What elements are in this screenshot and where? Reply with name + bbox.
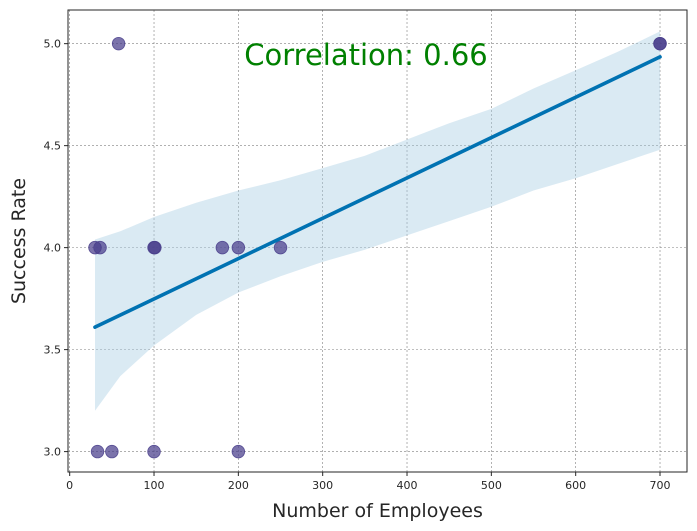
correlation-annotation: Correlation: 0.66 bbox=[244, 38, 487, 72]
data-point bbox=[93, 240, 107, 255]
x-tick-label: 400 bbox=[397, 479, 418, 492]
x-tick-label: 0 bbox=[66, 479, 73, 492]
data-point bbox=[147, 444, 161, 459]
y-tick-label: 3.0 bbox=[44, 446, 62, 459]
data-point bbox=[231, 240, 246, 255]
grid bbox=[68, 10, 687, 472]
x-axis-ticks: 0 100 200 300 400 500 600 700 bbox=[66, 472, 671, 492]
y-axis-title: Success Rate bbox=[8, 178, 30, 304]
data-point bbox=[90, 444, 105, 459]
x-tick-label: 500 bbox=[481, 479, 502, 492]
x-tick-label: 100 bbox=[144, 479, 165, 492]
y-tick-label: 5.0 bbox=[44, 38, 62, 51]
x-tick-label: 200 bbox=[228, 479, 249, 492]
data-point bbox=[111, 36, 126, 51]
data-point bbox=[273, 240, 288, 255]
plot-frame bbox=[67, 9, 688, 473]
data-point bbox=[231, 444, 246, 459]
y-tick-label: 3.5 bbox=[44, 344, 62, 357]
x-tick-label: 300 bbox=[312, 479, 333, 492]
regression-line bbox=[93, 55, 662, 329]
data-point bbox=[105, 444, 119, 459]
x-tick-label: 600 bbox=[565, 479, 586, 492]
x-axis-title: Number of Employees bbox=[272, 500, 483, 522]
y-axis-ticks: 3.0 3.5 4.0 4.5 5.0 bbox=[44, 38, 68, 459]
y-tick-label: 4.5 bbox=[44, 140, 62, 153]
points-layer bbox=[88, 36, 667, 459]
regression-line-layer bbox=[93, 55, 662, 329]
data-point bbox=[148, 240, 162, 255]
data-point bbox=[653, 36, 667, 51]
y-tick-label: 4.0 bbox=[44, 242, 62, 255]
x-tick-label: 700 bbox=[650, 479, 671, 492]
data-point bbox=[215, 240, 230, 255]
